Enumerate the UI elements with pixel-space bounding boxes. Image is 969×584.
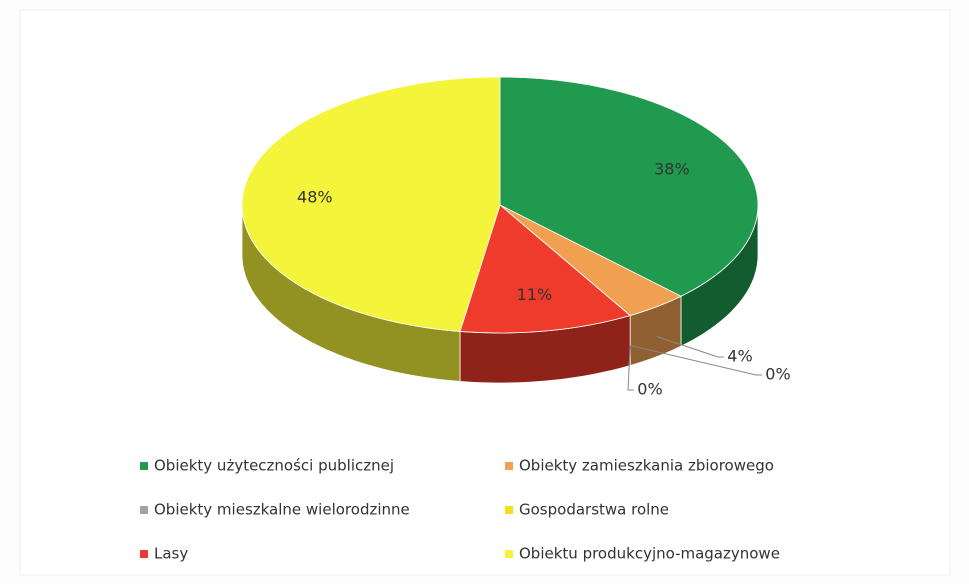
data-label: 11% — [517, 285, 553, 304]
data-label: 0% — [637, 380, 662, 399]
legend-label: Gospodarstwa rolne — [519, 501, 669, 519]
legend-swatch — [505, 506, 513, 514]
legend-swatch — [505, 462, 513, 470]
pie-slice — [459, 204, 631, 334]
legend-swatch — [505, 550, 513, 558]
pie-slice — [241, 76, 501, 332]
pie: 38% 4% 0% 0% 11% 48% — [241, 76, 791, 399]
legend-swatch — [140, 550, 148, 558]
pie-slice — [499, 76, 759, 297]
data-label: 0% — [765, 365, 790, 384]
legend-label: Obiekty zamieszkania zbiorowego — [519, 457, 774, 475]
legend-label: Obiektu produkcyjno-magazynowe — [519, 545, 780, 563]
leader-line — [627, 345, 634, 391]
leader-line — [630, 345, 762, 376]
legend-label: Obiekty mieszkalne wielorodzinne — [154, 501, 410, 519]
data-label: 4% — [727, 347, 752, 366]
legend-label: Lasy — [154, 545, 188, 563]
data-label: 38% — [654, 160, 690, 179]
legend-swatch — [140, 506, 148, 514]
legend-label: Obiekty użyteczności publicznej — [154, 457, 394, 475]
legend: Obiekty użyteczności publicznej Obiekty z… — [140, 457, 780, 563]
leader-line — [656, 336, 724, 358]
data-label: 48% — [297, 187, 333, 206]
legend-swatch — [140, 462, 148, 470]
